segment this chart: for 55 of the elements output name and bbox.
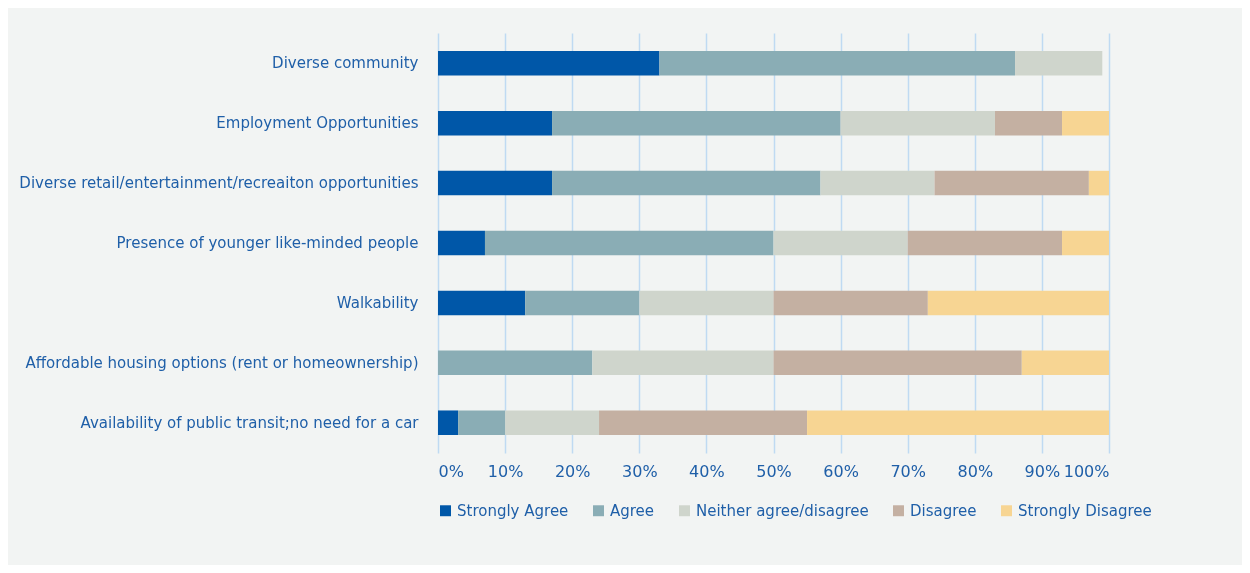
bar [659,50,1016,76]
bar [438,50,660,76]
bar [934,170,1089,196]
x-tick-label: 30% [622,461,658,481]
bar [599,410,808,436]
x-tick-label: 70% [890,461,926,481]
bar [552,110,841,136]
bar [820,170,935,196]
y-tick-label: Availability of public transit;no need for a car [80,413,420,432]
y-tick-label: Diverse retail/entertainment/recreaiton opportunities [19,174,419,193]
bar [438,410,459,436]
legend-label: Disagree [910,501,977,520]
bar [525,290,640,316]
bar [840,110,995,136]
bar [994,110,1063,136]
bar [773,290,928,316]
x-tick-label: 50% [756,461,792,481]
y-tick-label: Employment Opportunities [216,114,419,133]
bar [438,350,593,376]
bar [773,350,1022,376]
bar [458,410,506,436]
legend-label: Neither agree/disagree [696,501,869,520]
bar [1015,50,1103,76]
x-tick-label: 0% [438,461,464,481]
x-tick-label: 60% [823,461,859,481]
y-tick-label: Walkability [336,293,419,312]
bar [438,230,485,256]
x-tick-label: 40% [689,461,725,481]
legend-label: Agree [610,501,655,520]
bar [639,290,774,316]
bar [907,230,1063,256]
x-tick-label: 20% [554,461,591,481]
x-tick-label: 90% [1024,461,1061,481]
bar [1062,230,1109,256]
bar [1021,350,1109,376]
bar [773,230,908,256]
y-tick-label: Presence of younger like-minded people [116,234,419,252]
bar [438,110,553,136]
bar [1088,170,1109,196]
legend-label: Strongly Agree [457,501,569,520]
bar [438,290,526,316]
bar [807,410,1109,436]
y-tick-label: Affordable housing options (rent or homeownership) [25,353,419,372]
x-tick-label: 80% [957,461,994,481]
bar [484,230,774,256]
y-tick-label: Diverse community [272,54,419,73]
legend-label: Strongly Disagree [1018,501,1152,520]
bar [592,350,774,376]
bar [505,410,600,436]
x-tick-label: 100% [1063,461,1110,481]
x-tick-label: 10% [487,461,524,481]
bar [1062,110,1109,136]
bar [927,290,1109,316]
bar [552,170,821,196]
bar [438,170,553,196]
